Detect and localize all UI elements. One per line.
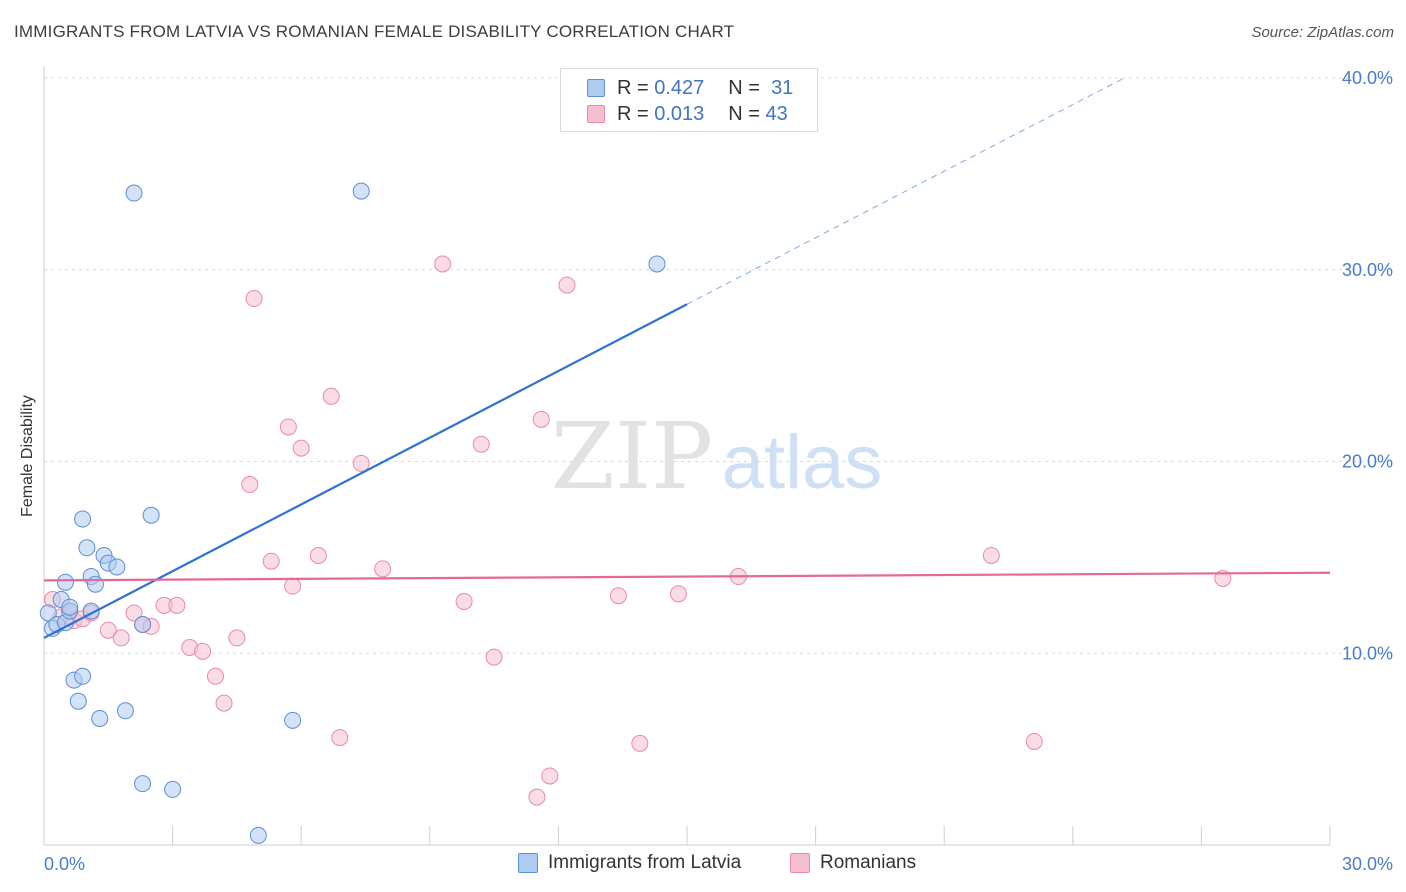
bottom-legend-swatch-pink	[790, 853, 810, 873]
data-point[interactable]	[279, 418, 297, 436]
data-point[interactable]	[322, 387, 340, 405]
data-point[interactable]	[112, 629, 130, 647]
data-point[interactable]	[472, 435, 490, 453]
data-point[interactable]	[56, 573, 74, 591]
data-point[interactable]	[309, 546, 327, 564]
data-point[interactable]	[284, 711, 302, 729]
data-point[interactable]	[134, 775, 152, 793]
data-point[interactable]	[284, 577, 302, 595]
x-tick-label-min: 0.0%	[44, 854, 85, 874]
data-point[interactable]	[61, 598, 79, 616]
correlation-legend: R = 0.427 N = 31 R = 0.013 N = 43	[560, 68, 818, 132]
gridlines	[44, 77, 1392, 654]
y-tick-labels: 10.0% 20.0% 30.0% 40.0%	[1342, 68, 1393, 663]
data-point[interactable]	[86, 575, 104, 593]
legend-row-latvia: R = 0.427 N = 31	[587, 75, 793, 101]
data-point[interactable]	[206, 667, 224, 685]
data-point[interactable]	[241, 476, 259, 494]
data-point[interactable]	[485, 648, 503, 666]
trend-line-latvia-extension	[686, 77, 1125, 305]
data-point[interactable]	[1025, 732, 1043, 750]
data-point[interactable]	[69, 692, 87, 710]
watermark-atlas: atlas	[722, 420, 883, 505]
watermark-zip: ZIP	[551, 403, 713, 510]
data-point[interactable]	[108, 558, 126, 576]
romanians-points	[44, 255, 1232, 806]
legend-swatch-blue	[587, 79, 605, 97]
legend-n-value: 31	[771, 76, 794, 99]
latvia-points	[39, 182, 666, 844]
x-tick-label-max: 30.0%	[1342, 854, 1393, 874]
data-point[interactable]	[164, 780, 182, 798]
data-point[interactable]	[982, 546, 1000, 564]
data-point[interactable]	[331, 729, 349, 747]
data-point[interactable]	[292, 439, 310, 457]
y-tick-label: 30.0%	[1342, 260, 1393, 280]
bottom-legend-swatch-blue	[518, 853, 538, 873]
source-credit: Source: ZipAtlas.com	[1251, 24, 1394, 41]
data-point[interactable]	[91, 709, 109, 727]
bottom-legend-label-latvia: Immigrants from Latvia	[548, 852, 742, 873]
data-point[interactable]	[116, 702, 134, 720]
data-point[interactable]	[194, 642, 212, 660]
data-point[interactable]	[669, 585, 687, 603]
legend-row-romanians: R = 0.013 N = 43	[587, 101, 788, 127]
trend-lines	[43, 77, 1331, 639]
axes	[43, 66, 1331, 846]
data-point[interactable]	[125, 604, 143, 622]
data-point[interactable]	[262, 552, 280, 570]
data-point[interactable]	[648, 255, 666, 273]
legend-r-label: R =	[617, 102, 649, 125]
data-point[interactable]	[352, 454, 370, 472]
data-point[interactable]	[249, 826, 267, 844]
data-point[interactable]	[245, 290, 263, 308]
y-tick-label: 20.0%	[1342, 452, 1393, 472]
data-point[interactable]	[168, 596, 186, 614]
y-tick-label: 10.0%	[1342, 643, 1393, 663]
data-point[interactable]	[434, 255, 452, 273]
data-point[interactable]	[455, 592, 473, 610]
legend-swatch-pink	[587, 105, 605, 123]
chart-title: IMMIGRANTS FROM LATVIA VS ROMANIAN FEMAL…	[14, 22, 735, 41]
legend-r-value: 0.013	[654, 102, 705, 125]
data-point[interactable]	[352, 182, 370, 200]
data-point[interactable]	[78, 539, 96, 557]
bottom-legend-label-romanians: Romanians	[820, 852, 917, 873]
legend-r-label: R =	[617, 76, 649, 99]
data-point[interactable]	[532, 410, 550, 428]
data-point[interactable]	[609, 587, 627, 605]
legend-n-value: 43	[765, 102, 788, 125]
data-point[interactable]	[74, 510, 92, 528]
trend-line-latvia	[43, 303, 688, 639]
bottom-legend-romanians[interactable]: Romanians	[790, 852, 916, 874]
data-point[interactable]	[228, 629, 246, 647]
data-point[interactable]	[215, 694, 233, 712]
data-point[interactable]	[631, 734, 649, 752]
data-point[interactable]	[558, 276, 576, 294]
data-point[interactable]	[125, 184, 143, 202]
data-point[interactable]	[528, 788, 546, 806]
data-point[interactable]	[142, 506, 160, 524]
data-point[interactable]	[39, 604, 57, 622]
y-tick-label: 40.0%	[1342, 68, 1393, 88]
data-point[interactable]	[541, 767, 559, 785]
legend-n-label: N =	[728, 102, 760, 125]
bottom-legend-latvia[interactable]: Immigrants from Latvia	[518, 852, 741, 874]
watermark: ZIP atlas	[551, 403, 882, 510]
data-point[interactable]	[134, 615, 152, 633]
trend-line-romanians	[43, 571, 1331, 582]
data-point[interactable]	[374, 560, 392, 578]
data-point[interactable]	[99, 621, 117, 639]
legend-n-label: N =	[728, 76, 760, 99]
data-point[interactable]	[74, 667, 92, 685]
legend-r-value: 0.427	[654, 76, 705, 99]
